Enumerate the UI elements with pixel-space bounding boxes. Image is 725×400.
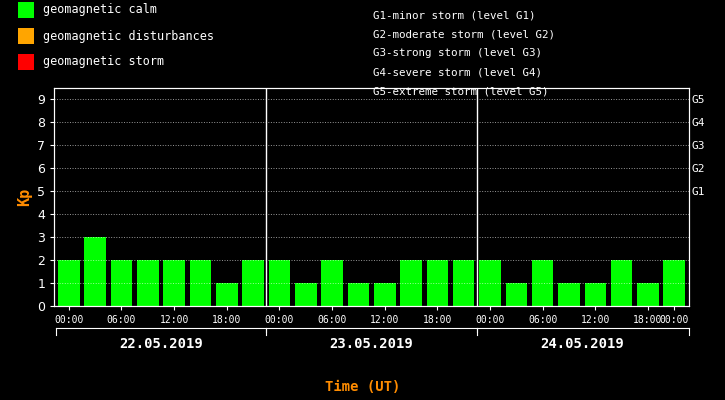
Bar [611, 260, 632, 306]
Bar [637, 283, 659, 306]
Text: G1-minor storm (level G1): G1-minor storm (level G1) [373, 10, 536, 20]
Text: 24.05.2019: 24.05.2019 [540, 337, 624, 351]
Text: G2-moderate storm (level G2): G2-moderate storm (level G2) [373, 29, 555, 39]
Bar [426, 260, 448, 306]
Bar [111, 260, 132, 306]
Bar [584, 283, 606, 306]
Text: 23.05.2019: 23.05.2019 [330, 337, 413, 351]
Bar [190, 260, 211, 306]
Bar [558, 283, 580, 306]
Y-axis label: Kp: Kp [17, 188, 32, 206]
Text: G4-severe storm (level G4): G4-severe storm (level G4) [373, 68, 542, 78]
Text: geomagnetic storm: geomagnetic storm [43, 56, 164, 68]
Bar [532, 260, 553, 306]
Text: geomagnetic disturbances: geomagnetic disturbances [43, 30, 214, 42]
Bar [216, 283, 238, 306]
Bar [479, 260, 501, 306]
Text: geomagnetic calm: geomagnetic calm [43, 4, 157, 16]
Bar [84, 237, 106, 306]
Text: Time (UT): Time (UT) [325, 380, 400, 394]
Bar [400, 260, 422, 306]
Bar [453, 260, 474, 306]
Bar [269, 260, 290, 306]
Bar [137, 260, 159, 306]
Bar [163, 260, 185, 306]
Bar [58, 260, 80, 306]
Bar [295, 283, 317, 306]
Bar [321, 260, 343, 306]
Bar [347, 283, 369, 306]
Bar [242, 260, 264, 306]
Text: G3-strong storm (level G3): G3-strong storm (level G3) [373, 48, 542, 58]
Text: 22.05.2019: 22.05.2019 [119, 337, 203, 351]
Text: G5-extreme storm (level G5): G5-extreme storm (level G5) [373, 87, 549, 97]
Bar [663, 260, 685, 306]
Bar [505, 283, 527, 306]
Bar [374, 283, 396, 306]
